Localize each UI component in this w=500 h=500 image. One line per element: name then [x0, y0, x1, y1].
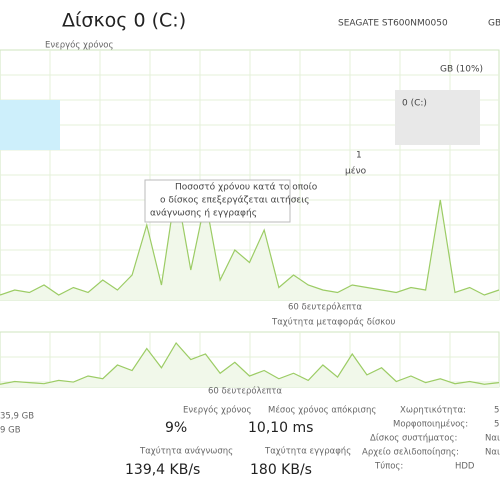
disk-model: SEAGATE ST600NM0050	[338, 19, 448, 29]
overlay-disk-name: 0 (C:)	[402, 99, 427, 109]
prop-label: Αρχείο σελιδοποίησης:	[362, 448, 459, 458]
active-label: Ενεργός χρόνος	[45, 40, 113, 51]
tooltip-line: ο δίσκος επεξεργάζεται αιτήσεις	[160, 196, 310, 206]
transfer-chart	[0, 331, 500, 388]
stat-label: Ενεργός χρόνος	[183, 405, 251, 416]
prop-label: Μορφοποιημένος:	[393, 419, 468, 430]
chart-area	[0, 343, 499, 387]
prop-label: Χωρητικότητα:	[400, 405, 466, 416]
left-value: 9 GB	[0, 426, 21, 436]
tooltip-line: Ποσοστό χρόνου κατά το οποίο	[175, 182, 318, 193]
disk-model-suffix: GB	[488, 19, 500, 29]
stat-value: 9%	[165, 420, 187, 436]
tooltip-line: ανάγνωσης ή εγγραφής	[150, 209, 257, 219]
prop-value: 5	[494, 406, 499, 416]
active-chart	[0, 49, 500, 301]
disk-title: Δίσκος 0 (C:)	[62, 10, 186, 32]
prop-label: Δίσκος συστήματος:	[370, 434, 457, 444]
stat-value: 139,4 KB/s	[125, 462, 200, 478]
transfer-x-label: 60 δευτερόλεπτα	[208, 386, 282, 397]
prop-value: HDD	[455, 462, 475, 472]
active-x-label: 60 δευτερόλεπτα	[288, 302, 362, 313]
stat-label: Ταχύτητα εγγραφής	[264, 446, 351, 457]
overlay-num: 1	[356, 151, 362, 161]
prop-value: 5	[494, 420, 499, 430]
chart-line	[0, 341, 500, 385]
chart-line	[0, 187, 500, 296]
chart-area	[0, 187, 499, 300]
overlay-caption: μένο	[345, 166, 367, 177]
stat-value: 10,10 ms	[248, 420, 313, 436]
prop-label: Τύπος:	[374, 461, 403, 472]
stat-value: 180 KB/s	[250, 462, 312, 478]
blue-box	[0, 100, 60, 150]
transfer-label: Ταχύτητα μεταφοράς δίσκου	[271, 317, 395, 328]
gray-box	[395, 90, 480, 145]
stat-label: Μέσος χρόνος απόκρισης	[268, 405, 376, 416]
prop-value: Ναι	[485, 434, 500, 444]
prop-value: Ναι	[485, 448, 500, 458]
tooltip	[144, 179, 291, 223]
stat-label: Ταχύτητα ανάγνωσης	[139, 446, 233, 457]
left-value: 35,9 GB	[0, 412, 34, 422]
active-max-label: GB (10%)	[440, 65, 483, 75]
